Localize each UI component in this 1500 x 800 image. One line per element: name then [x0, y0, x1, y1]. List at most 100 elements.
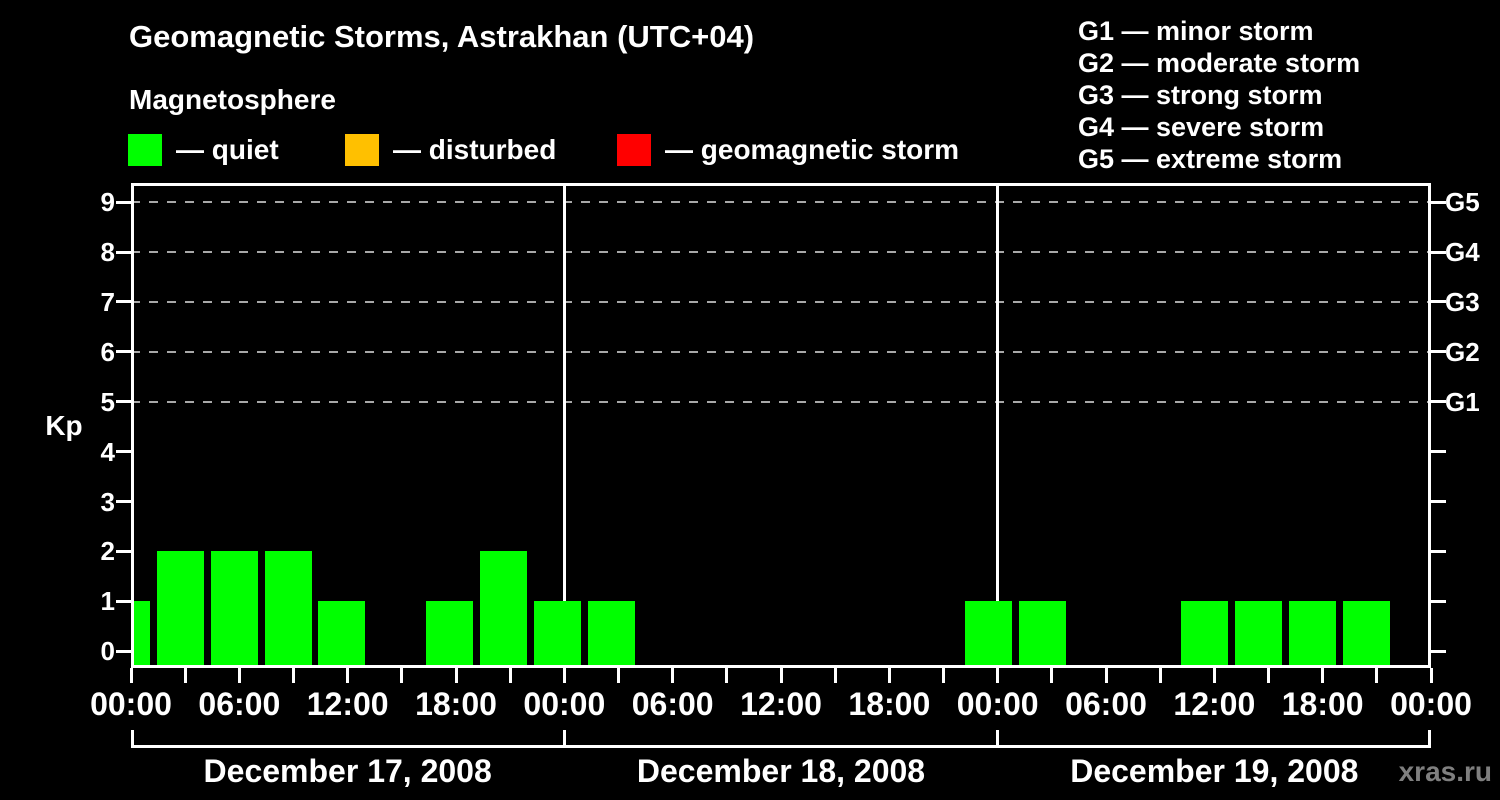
- x-axis-tick-66h: [1321, 668, 1325, 683]
- right-axis-label-G1: G1: [1445, 386, 1480, 417]
- time-label-06:00-5: 06:00: [631, 686, 714, 722]
- y-axis-tick-right-8: [1431, 250, 1446, 254]
- kp-bar-slot3-kp1: [318, 601, 366, 668]
- kp-bar-slot8-kp1: [587, 601, 635, 668]
- date-label-1: December 18, 2008: [636, 753, 926, 789]
- storm-scale-legend: G1 — minor storm G2 — moderate storm G3 — …: [1078, 15, 1360, 175]
- right-axis-label-G2: G2: [1445, 336, 1480, 367]
- x-axis-tick-63h: [1267, 668, 1270, 683]
- kp-bar-slot-1-kp1: [134, 601, 150, 668]
- y-axis-tick-left-9: [116, 200, 131, 204]
- x-axis-tick-24h: [562, 668, 566, 683]
- plot-border-right: [1428, 183, 1431, 668]
- legend-label-disturbed: — disturbed: [393, 134, 557, 165]
- right-axis-label-G5: G5: [1445, 187, 1480, 218]
- time-label-18:00-11: 18:00: [1281, 686, 1364, 722]
- date-label-2: December 19, 2008: [1070, 753, 1359, 789]
- y-axis-label-2: 2: [100, 536, 115, 567]
- x-axis-tick-30h: [671, 668, 675, 683]
- kp-bar-slot19-kp1: [1180, 601, 1228, 668]
- y-axis-label-1: 1: [100, 586, 115, 617]
- x-axis-tick-9h: [292, 668, 295, 683]
- plot-area: [131, 183, 1431, 668]
- disturbed-color-swatch: [345, 134, 379, 166]
- grid-line-kp7: [131, 300, 1431, 303]
- x-axis-tick-33h: [725, 668, 729, 683]
- y-axis-label-4: 4: [100, 436, 115, 467]
- kp-bar-slot20-kp1: [1234, 601, 1282, 668]
- y-axis-tick-left-4: [116, 450, 131, 454]
- grid-line-kp9: [131, 201, 1431, 204]
- y-axis-tick-left-2: [116, 549, 131, 553]
- y-axis-tick-left-6: [116, 350, 131, 354]
- x-axis-tick-48h: [996, 668, 1000, 683]
- y-axis-tick-left-3: [116, 500, 131, 503]
- x-axis-tick-0h: [129, 668, 133, 683]
- kp-bar-slot15-kp1: [965, 601, 1013, 668]
- time-label-06:00-1: 06:00: [198, 686, 281, 722]
- y-axis-tick-left-7: [116, 300, 131, 304]
- kp-bar-slot22-kp1: [1342, 601, 1390, 668]
- storm-color-swatch: [617, 134, 651, 166]
- y-axis-tick-right-0: [1431, 649, 1446, 653]
- plot-border-left: [131, 183, 134, 668]
- time-label-06:00-9: 06:00: [1065, 686, 1147, 722]
- y-axis-tick-left-5: [116, 400, 131, 404]
- storm-scale-legend-line-2: G2 — moderate storm: [1078, 48, 1361, 78]
- y-axis-label-5: 5: [100, 386, 115, 417]
- date-axis-tick-0: [131, 730, 134, 748]
- y-axis-label-7: 7: [100, 286, 115, 317]
- chart-title: Geomagnetic Storms, Astrakhan (UTC+04): [129, 19, 755, 54]
- legend-label-quiet: — quiet: [176, 134, 279, 165]
- x-axis-tick-54h: [1104, 668, 1108, 683]
- time-label-12:00-10: 12:00: [1173, 686, 1256, 722]
- kp-bar-slot2-kp2: [264, 551, 312, 668]
- y-axis-label-9: 9: [100, 187, 115, 218]
- storm-scale-legend-line-3: G3 — strong storm: [1078, 80, 1323, 110]
- x-axis-tick-15h: [400, 668, 404, 683]
- date-axis-tick-2: [996, 730, 1000, 748]
- y-axis-tick-left-8: [116, 250, 131, 254]
- y-axis-tick-right-3: [1431, 500, 1446, 503]
- chart-subtitle: Magnetosphere: [129, 84, 336, 115]
- x-axis-tick-18h: [454, 668, 458, 683]
- x-axis-tick-12h: [346, 668, 350, 683]
- kp-bar-slot6-kp2: [480, 551, 528, 668]
- time-label-00:00-0: 00:00: [90, 686, 172, 722]
- date-axis-tick-3: [1428, 730, 1431, 748]
- y-axis-tick-right-7: [1431, 300, 1446, 304]
- time-label-18:00-7: 18:00: [848, 686, 931, 722]
- kp-bar-slot21-kp1: [1288, 601, 1336, 668]
- time-label-12:00-6: 12:00: [740, 686, 822, 722]
- grid-line-kp6: [131, 350, 1431, 353]
- y-axis-tick-right-5: [1431, 400, 1446, 404]
- x-axis-tick-21h: [508, 668, 512, 683]
- kp-bar-slot0-kp2: [156, 551, 204, 668]
- time-label-00:00-4: 00:00: [523, 686, 606, 722]
- kp-bar-slot1-kp2: [210, 551, 258, 668]
- x-axis-tick-36h: [779, 668, 783, 683]
- day-boundary-line-1: [562, 183, 566, 668]
- x-axis-tick-42h: [887, 668, 891, 683]
- x-axis-tick-45h: [942, 668, 945, 683]
- x-axis-tick-69h: [1375, 668, 1379, 683]
- x-axis-tick-3h: [183, 668, 187, 683]
- quiet-color-swatch: [128, 134, 162, 166]
- storm-scale-legend-line-4: G4 — severe storm: [1078, 112, 1325, 142]
- y-axis-tick-right-6: [1431, 350, 1446, 354]
- x-axis-tick-57h: [1158, 668, 1162, 683]
- storm-scale-legend-line-5: G5 — extreme storm: [1078, 144, 1343, 174]
- right-axis-label-G4: G4: [1445, 237, 1480, 267]
- y-axis-tick-left-1: [116, 599, 131, 603]
- y-axis-label-0: 0: [100, 636, 115, 667]
- time-label-00:00-8: 00:00: [956, 686, 1039, 722]
- storm-scale-legend-line-1: G1 — minor storm: [1078, 16, 1314, 46]
- watermark: xras.ru: [1398, 756, 1492, 787]
- y-axis-label-6: 6: [100, 336, 115, 367]
- grid-line-kp8: [131, 251, 1431, 253]
- day-boundary-line-2: [996, 183, 1000, 668]
- plot-border-bottom: [131, 665, 1431, 668]
- y-axis-label-8: 8: [100, 237, 115, 267]
- time-label-18:00-3: 18:00: [415, 686, 497, 722]
